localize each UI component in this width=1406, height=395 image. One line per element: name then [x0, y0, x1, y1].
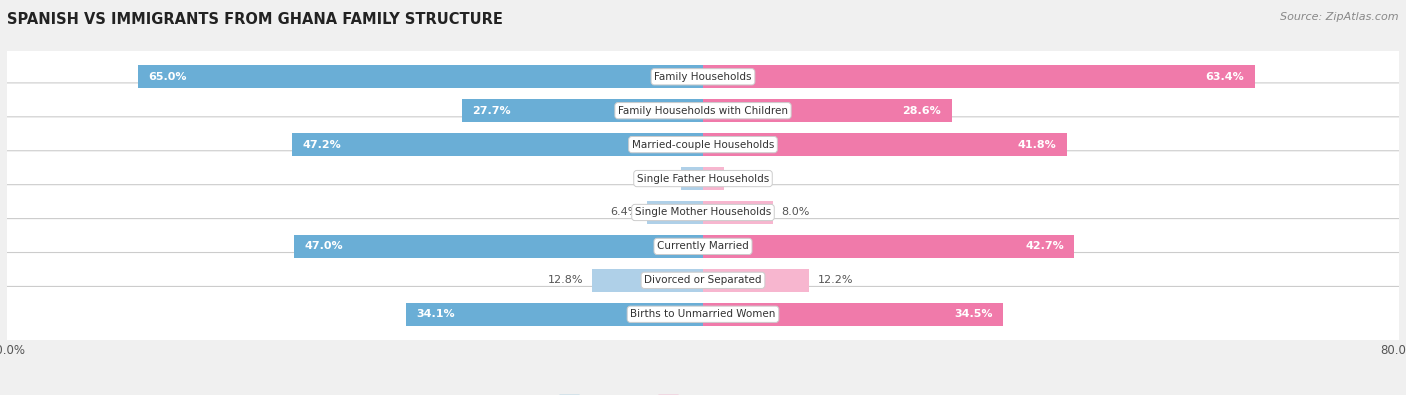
Text: SPANISH VS IMMIGRANTS FROM GHANA FAMILY STRUCTURE: SPANISH VS IMMIGRANTS FROM GHANA FAMILY … [7, 12, 503, 27]
Bar [682, 167, 703, 190]
FancyBboxPatch shape [0, 218, 1406, 274]
Text: Married-couple Households: Married-couple Households [631, 140, 775, 150]
Bar [703, 133, 1067, 156]
Bar [703, 99, 952, 122]
Text: Divorced or Separated: Divorced or Separated [644, 275, 762, 285]
Bar [292, 133, 703, 156]
Bar [592, 269, 703, 292]
Bar [703, 235, 1074, 258]
FancyBboxPatch shape [0, 185, 1406, 240]
Text: 65.0%: 65.0% [148, 72, 187, 82]
Bar [647, 201, 703, 224]
FancyBboxPatch shape [0, 83, 1406, 139]
Bar [703, 303, 1002, 326]
Text: 41.8%: 41.8% [1018, 140, 1056, 150]
Text: Source: ZipAtlas.com: Source: ZipAtlas.com [1281, 12, 1399, 22]
Text: Births to Unmarried Women: Births to Unmarried Women [630, 309, 776, 319]
Text: Family Households: Family Households [654, 72, 752, 82]
Bar [703, 167, 724, 190]
Bar [703, 65, 1254, 88]
FancyBboxPatch shape [0, 49, 1406, 105]
Text: Currently Married: Currently Married [657, 241, 749, 251]
Text: Single Mother Households: Single Mother Households [636, 207, 770, 218]
Text: 12.8%: 12.8% [547, 275, 583, 285]
Text: 6.4%: 6.4% [610, 207, 638, 218]
Text: 27.7%: 27.7% [472, 106, 512, 116]
Text: 28.6%: 28.6% [903, 106, 942, 116]
Text: 12.2%: 12.2% [818, 275, 853, 285]
FancyBboxPatch shape [0, 117, 1406, 173]
FancyBboxPatch shape [0, 286, 1406, 342]
Text: 63.4%: 63.4% [1205, 72, 1244, 82]
Text: 47.2%: 47.2% [302, 140, 342, 150]
Text: 42.7%: 42.7% [1025, 241, 1064, 251]
Text: 8.0%: 8.0% [782, 207, 810, 218]
Bar [463, 99, 703, 122]
Bar [294, 235, 703, 258]
Text: 2.5%: 2.5% [644, 173, 672, 184]
Text: Single Father Households: Single Father Households [637, 173, 769, 184]
Text: 47.0%: 47.0% [305, 241, 343, 251]
Text: 34.5%: 34.5% [955, 309, 993, 319]
Text: Family Households with Children: Family Households with Children [619, 106, 787, 116]
Bar [406, 303, 703, 326]
Bar [138, 65, 703, 88]
Legend: Spanish, Immigrants from Ghana: Spanish, Immigrants from Ghana [554, 390, 852, 395]
Text: 34.1%: 34.1% [416, 309, 456, 319]
FancyBboxPatch shape [0, 151, 1406, 206]
Bar [703, 201, 773, 224]
Bar [703, 269, 808, 292]
Text: 2.4%: 2.4% [733, 173, 761, 184]
FancyBboxPatch shape [0, 252, 1406, 308]
